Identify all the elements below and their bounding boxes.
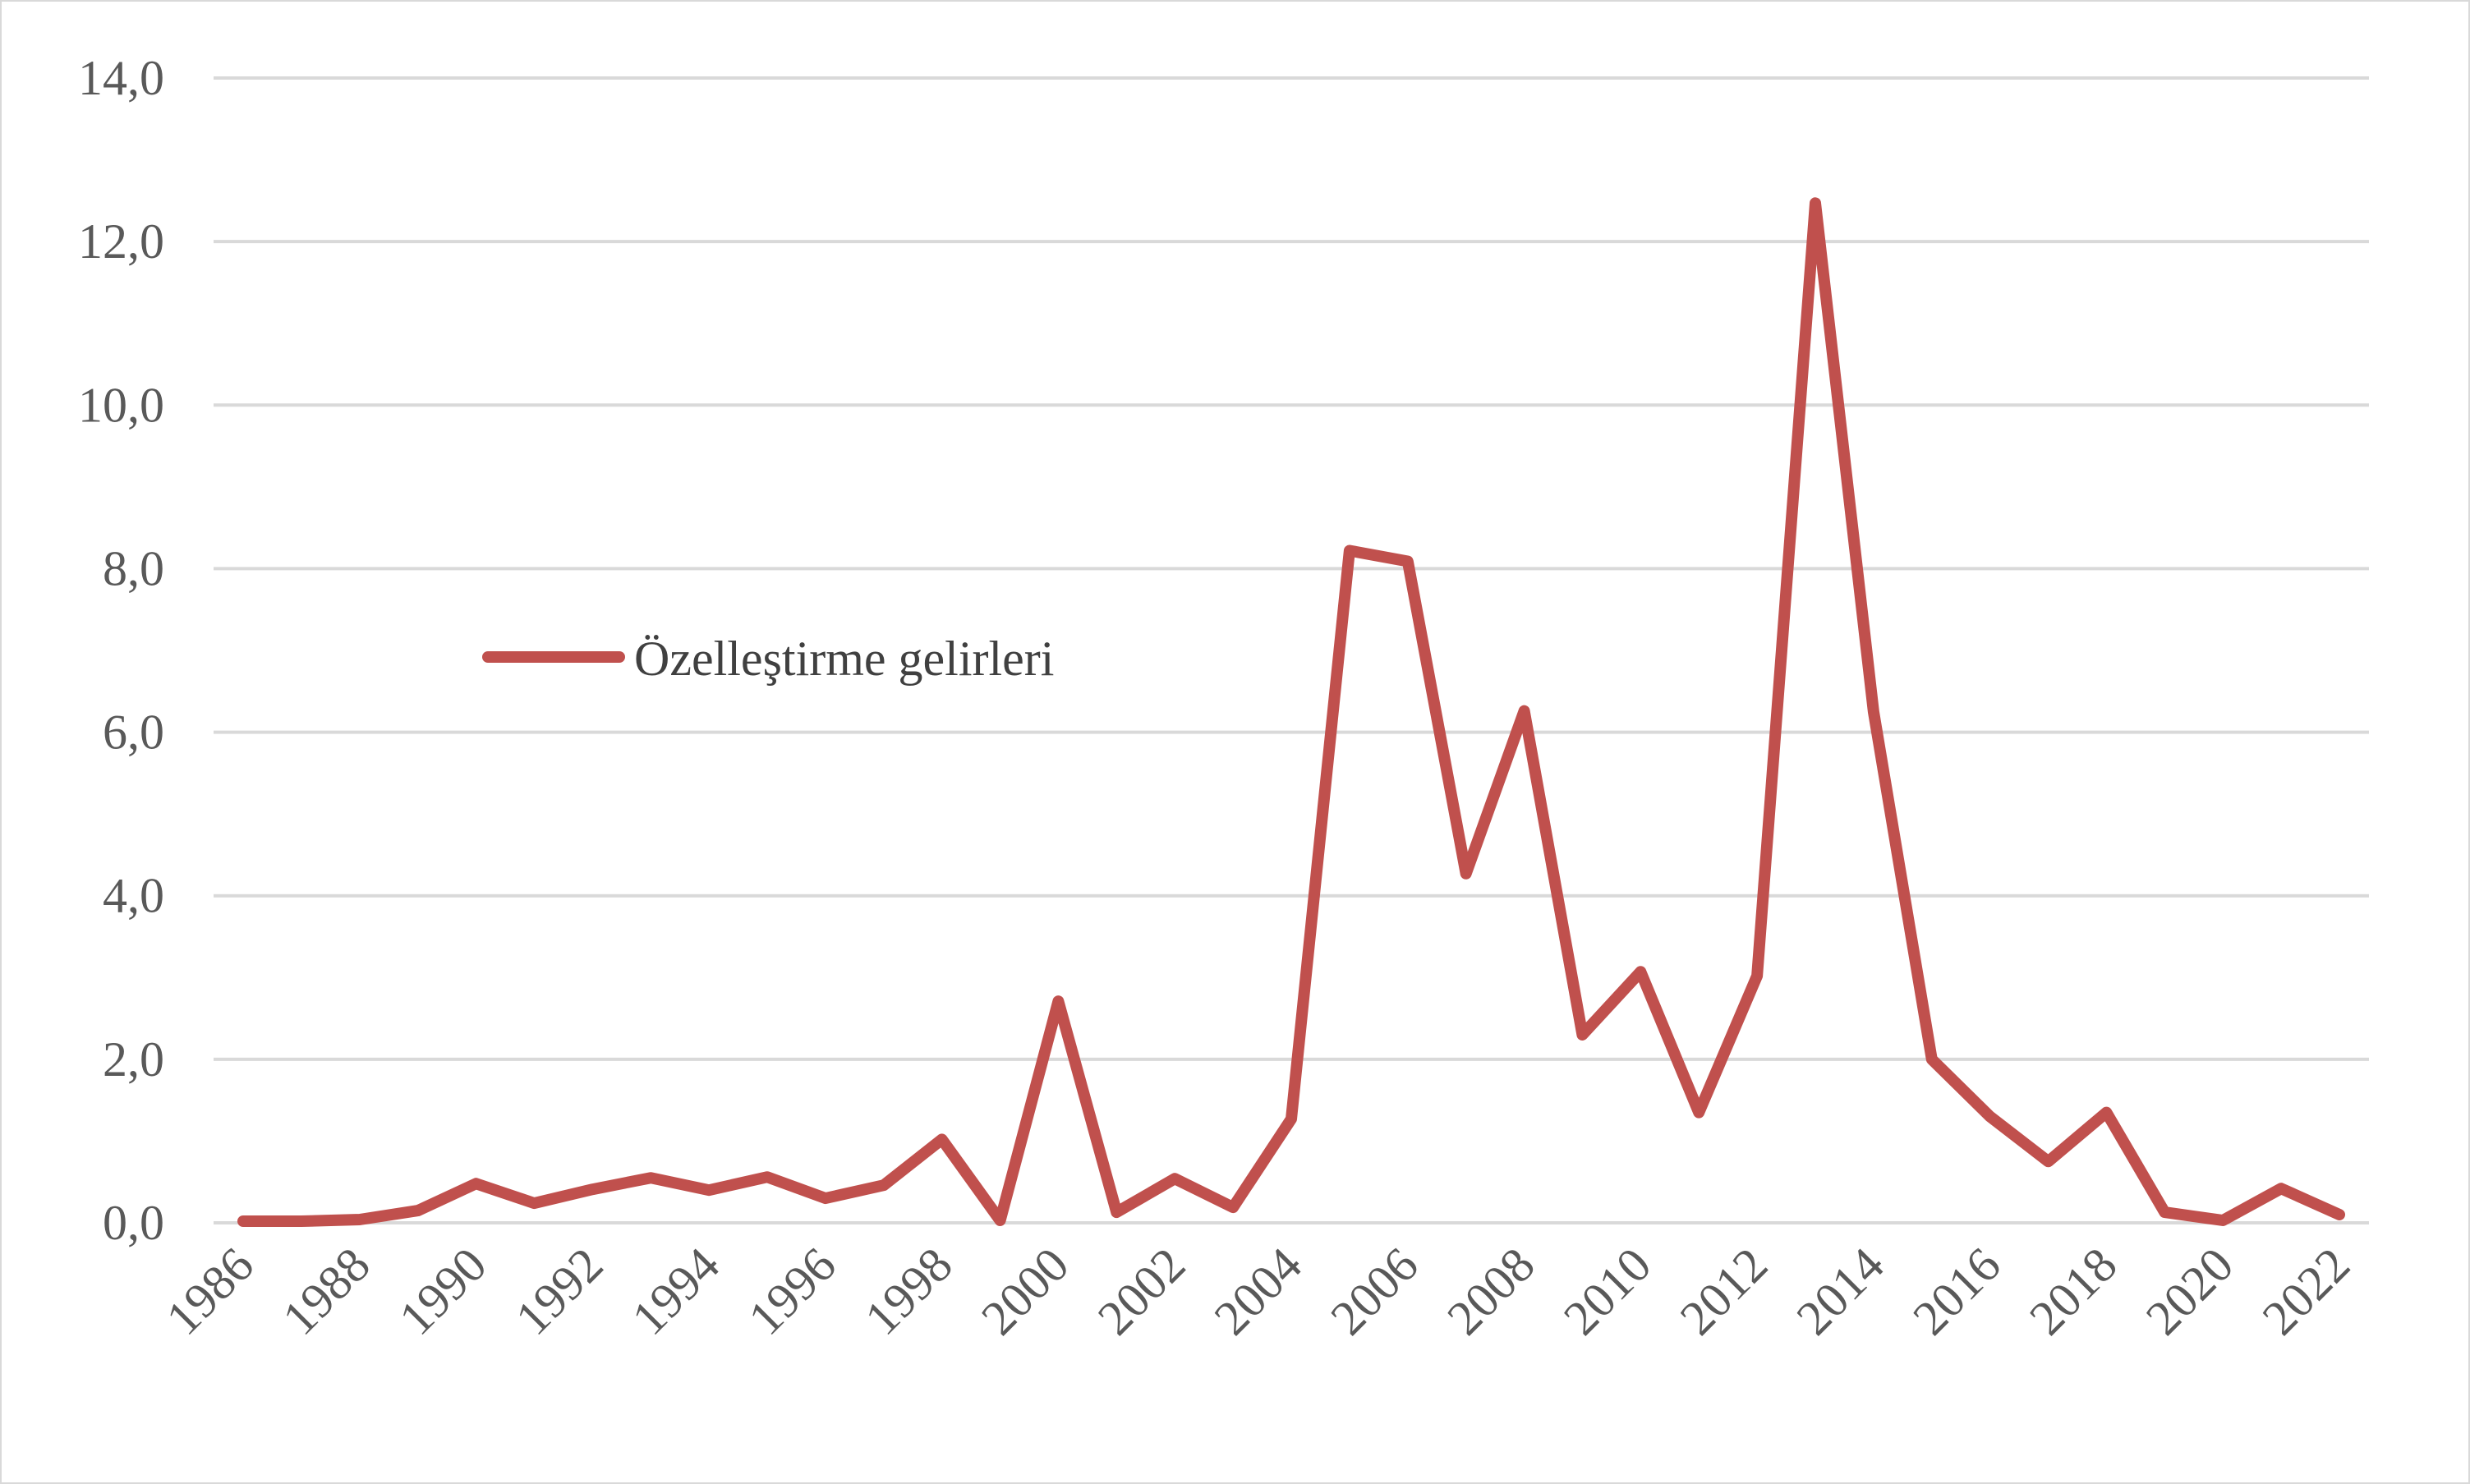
x-tick-label: 1998 [854, 1238, 963, 1346]
x-tick-label: 2000 [971, 1238, 1079, 1346]
legend-label: Özelleştirme gelirleri [634, 632, 1054, 686]
x-tick-label: 2022 [2252, 1238, 2361, 1346]
x-tick-label: 1996 [738, 1238, 847, 1346]
series-lines [237, 197, 2345, 1227]
y-tick-label: 12,0 [78, 214, 164, 269]
y-tick-label: 10,0 [78, 378, 164, 432]
x-axis-tick-labels: 1986 1988 1990 1992 1994 1996 1998 2000 2002 2004… [156, 1238, 2361, 1346]
x-tick-label: 1992 [505, 1238, 614, 1346]
series-line [237, 197, 2345, 1227]
x-tick-label: 2016 [1902, 1238, 2011, 1346]
gridlines [214, 76, 2369, 1224]
x-tick-label: 2012 [1670, 1238, 1778, 1346]
x-tick-label: 1994 [622, 1238, 730, 1346]
x-tick-label: 1986 [156, 1238, 264, 1346]
y-tick-label: 6,0 [103, 705, 164, 760]
x-tick-label: 2010 [1553, 1238, 1662, 1346]
x-tick-label: 2018 [2019, 1238, 2127, 1346]
y-axis-tick-labels: 0,0 2,0 4,0 6,0 8,0 10,0 12,0 14,0 [78, 51, 164, 1250]
y-tick-label: 4,0 [103, 869, 164, 923]
y-tick-label: 8,0 [103, 541, 164, 595]
x-tick-label: 2020 [2136, 1238, 2244, 1346]
y-tick-label: 0,0 [103, 1196, 164, 1250]
x-tick-label: 2014 [1787, 1238, 1895, 1346]
x-tick-label: 2002 [1088, 1238, 1196, 1346]
x-tick-label: 1990 [389, 1238, 497, 1346]
x-tick-label: 2006 [1320, 1238, 1428, 1346]
legend: Özelleştirme gelirleri [482, 632, 1054, 686]
x-tick-label: 1988 [272, 1238, 380, 1346]
x-tick-label: 2008 [1437, 1238, 1545, 1346]
y-tick-label: 2,0 [103, 1032, 164, 1087]
y-tick-label: 14,0 [78, 51, 164, 105]
x-tick-label: 2004 [1204, 1238, 1313, 1346]
